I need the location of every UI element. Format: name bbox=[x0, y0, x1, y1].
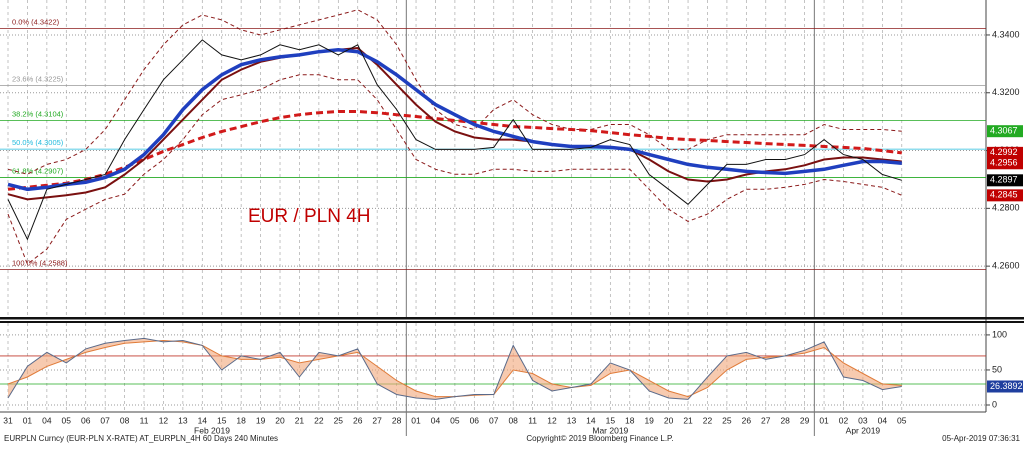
x-tick-label: 22 bbox=[703, 415, 713, 425]
level-label: 100.0% (4.2588) bbox=[12, 259, 68, 268]
x-tick-label: 26 bbox=[742, 415, 752, 425]
x-tick-label: 14 bbox=[586, 415, 596, 425]
level-label: 38.2% (4.3104) bbox=[12, 109, 64, 118]
panel-separator bbox=[0, 317, 1024, 320]
x-tick-label: 29 bbox=[800, 415, 810, 425]
x-tick-label: 19 bbox=[256, 415, 266, 425]
last-value-box bbox=[987, 380, 1023, 393]
x-tick-label: 01 bbox=[819, 415, 829, 425]
series-line bbox=[7, 9, 902, 175]
x-tick-label: 12 bbox=[159, 415, 169, 425]
level-label: 50.0% (4.3005) bbox=[12, 138, 64, 147]
series-line bbox=[7, 74, 902, 265]
x-tick-label: 05 bbox=[897, 415, 907, 425]
x-tick-label: 25 bbox=[334, 415, 344, 425]
x-tick-label: 13 bbox=[178, 415, 188, 425]
x-tick-label: 20 bbox=[664, 415, 674, 425]
x-tick-label: 07 bbox=[489, 415, 499, 425]
x-tick-label: 05 bbox=[62, 415, 72, 425]
x-tick-label: 08 bbox=[508, 415, 518, 425]
last-value-label: 4.3067 bbox=[990, 126, 1018, 136]
period-label: Apr 2019 bbox=[846, 425, 881, 435]
y-tick-label: 100 bbox=[992, 329, 1007, 339]
y-tick-label: 4.2800 bbox=[992, 203, 1020, 213]
x-tick-label: 01 bbox=[411, 415, 421, 425]
y-tick-label: 50 bbox=[992, 364, 1002, 374]
period-label: Feb 2019 bbox=[194, 425, 230, 435]
last-value-label: 4.2845 bbox=[990, 190, 1018, 200]
x-tick-label: 21 bbox=[683, 415, 693, 425]
x-tick-label: 02 bbox=[839, 415, 849, 425]
x-tick-label: 04 bbox=[878, 415, 888, 425]
x-tick-label: 15 bbox=[606, 415, 616, 425]
x-tick-label: 26 bbox=[353, 415, 363, 425]
annotation: EUR / PLN 4H bbox=[248, 206, 370, 227]
x-tick-label: 22 bbox=[314, 415, 324, 425]
series-line bbox=[7, 110, 902, 191]
x-tick-label: 27 bbox=[372, 415, 382, 425]
x-tick-label: 13 bbox=[567, 415, 577, 425]
series-line bbox=[7, 337, 902, 400]
x-tick-label: 05 bbox=[450, 415, 460, 425]
x-tick-label: 04 bbox=[431, 415, 441, 425]
period-label: Mar 2019 bbox=[592, 425, 628, 435]
x-tick-label: 25 bbox=[722, 415, 732, 425]
last-value-box bbox=[987, 125, 1023, 138]
x-tick-label: 27 bbox=[761, 415, 771, 425]
x-tick-label: 21 bbox=[295, 415, 305, 425]
last-value-box bbox=[987, 174, 1023, 187]
x-tick-label: 20 bbox=[275, 415, 285, 425]
level-label: 0.0% (4.3422) bbox=[12, 18, 60, 27]
x-tick-label: 07 bbox=[100, 415, 110, 425]
x-tick-label: 18 bbox=[236, 415, 246, 425]
level-label: 23.6% (4.3225) bbox=[12, 75, 64, 84]
last-value-label: 4.2897 bbox=[990, 175, 1018, 185]
last-value-label: 4.2956 bbox=[990, 158, 1018, 168]
last-value-box bbox=[987, 157, 1023, 170]
x-tick-label: 18 bbox=[625, 415, 635, 425]
y-tick-label: 4.2600 bbox=[992, 261, 1020, 271]
x-tick-label: 06 bbox=[470, 415, 480, 425]
panel-separator bbox=[0, 321, 1024, 323]
x-tick-label: 31 bbox=[3, 415, 13, 425]
series-line bbox=[7, 47, 902, 192]
x-tick-label: 11 bbox=[140, 415, 149, 425]
x-tick-label: 19 bbox=[644, 415, 654, 425]
x-tick-label: 12 bbox=[547, 415, 557, 425]
x-tick-label: 14 bbox=[198, 415, 208, 425]
footer-left: EURPLN Curncy (EUR-PLN X-RATE) AT_EURPLN… bbox=[4, 434, 278, 443]
y-tick-label: 4.3400 bbox=[992, 29, 1020, 39]
footer-center: Copyright© 2019 Bloomberg Finance L.P. bbox=[526, 434, 673, 443]
level-label: 61.8% (4.2907) bbox=[12, 166, 64, 175]
x-tick-label: 28 bbox=[392, 415, 402, 425]
x-tick-label: 04 bbox=[42, 415, 52, 425]
x-tick-label: 28 bbox=[780, 415, 790, 425]
last-value-label: 26.3892 bbox=[990, 381, 1023, 391]
x-tick-label: 15 bbox=[217, 415, 227, 425]
last-value-box bbox=[987, 146, 1023, 159]
x-tick-label: 03 bbox=[858, 415, 868, 425]
y-tick-label: 4.3200 bbox=[992, 87, 1020, 97]
x-tick-label: 11 bbox=[528, 415, 537, 425]
x-tick-label: 01 bbox=[23, 415, 33, 425]
x-tick-label: 06 bbox=[81, 415, 91, 425]
footer-right: 05-Apr-2019 07:36:31 bbox=[942, 434, 1020, 443]
last-value-label: 4.2992 bbox=[990, 147, 1018, 157]
y-tick-label: 0 bbox=[992, 399, 997, 409]
x-tick-label: 08 bbox=[120, 415, 130, 425]
last-value-box bbox=[987, 189, 1023, 202]
oscillator-fill bbox=[8, 338, 902, 400]
series-line bbox=[7, 39, 902, 241]
